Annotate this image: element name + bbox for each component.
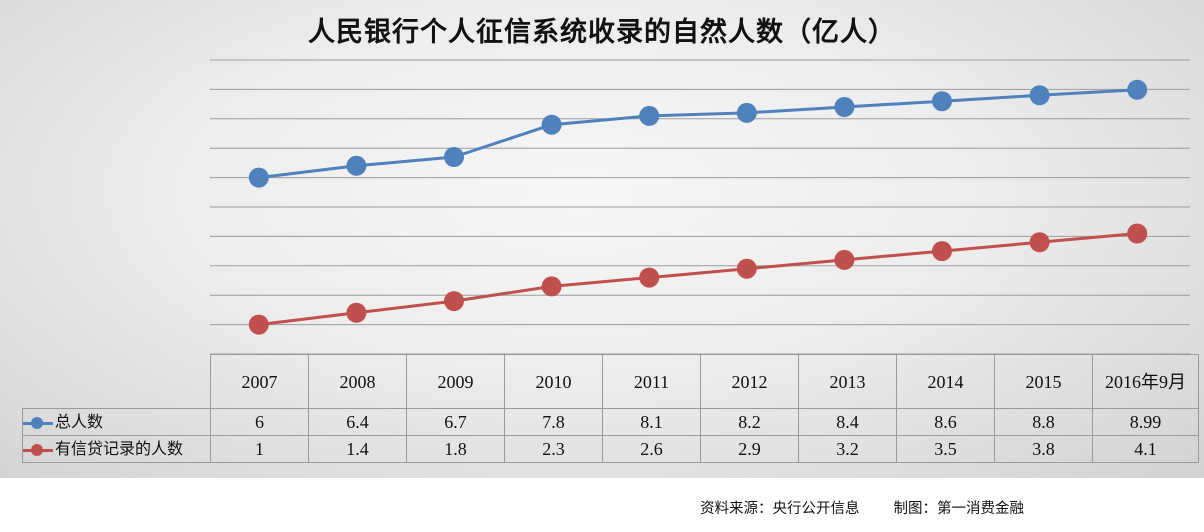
- data-point-s1-3: [444, 147, 464, 167]
- data-label: 1: [210, 435, 309, 463]
- data-label: 3.5: [896, 435, 995, 463]
- data-label: 8.4: [798, 408, 897, 436]
- data-point-s1-4: [541, 114, 562, 135]
- table-corner: [22, 354, 211, 409]
- x-tick-label: 2012: [700, 354, 799, 409]
- data-label: 8.2: [700, 408, 799, 436]
- data-point-s2-8: [932, 241, 952, 262]
- legend-entry: 有信贷记录的人数: [22, 435, 211, 463]
- x-tick-label: 2007: [210, 354, 309, 409]
- data-point-s1-7: [834, 97, 855, 117]
- x-tick-label: 2009: [406, 354, 505, 409]
- x-tick-label: 2013: [798, 354, 897, 409]
- data-point-s1-5: [639, 105, 660, 126]
- legend-key: [23, 416, 53, 429]
- x-tick-label: 2011: [602, 354, 701, 409]
- x-tick-label: 2014: [896, 354, 995, 409]
- credit-note: 制图：第一消费金融: [893, 501, 1025, 517]
- series-line-2: [258, 232, 1138, 327]
- data-point-s1-8: [932, 91, 952, 112]
- data-label: 4.1: [1092, 435, 1199, 463]
- data-label: 6: [210, 408, 309, 436]
- data-label: 1.8: [406, 435, 505, 463]
- x-tick-label: 2008: [308, 354, 407, 409]
- data-label: 8.6: [896, 408, 995, 436]
- data-point-s2-9: [1029, 232, 1050, 253]
- series-line-1: [258, 88, 1138, 180]
- legend-label: 有信贷记录的人数: [55, 439, 184, 458]
- data-label: 2.6: [602, 435, 701, 463]
- source-note: 资料来源：央行公开信息: [700, 501, 860, 517]
- table-row: 有信贷记录的人数 1 1.4 1.8 2.3 2.6 2.9 3.2 3.5 3.8 4.1: [22, 435, 1199, 463]
- data-label: 8.99: [1092, 408, 1199, 436]
- data-label: 1.4: [308, 435, 407, 463]
- legend-key: [23, 443, 53, 456]
- legend-label: 总人数: [55, 412, 104, 431]
- chart-title: 人民银行个人征信系统收录的自然人数（亿人）: [308, 17, 896, 48]
- data-label: 6.4: [308, 408, 407, 436]
- data-point-s2-6: [736, 258, 757, 279]
- data-label: 6.7: [406, 408, 505, 436]
- chart-panel: 人民银行个人征信系统收录的自然人数（亿人） 2007 2008 2009 2010 20…: [0, 0, 1204, 478]
- data-point-s2-3: [444, 291, 464, 312]
- data-label: 8.1: [602, 408, 701, 436]
- data-point-s2-4: [541, 276, 562, 297]
- data-label: 7.8: [504, 408, 603, 436]
- data-point-s2-2: [346, 302, 367, 323]
- data-table: 2007 2008 2009 2010 2011 2012 2013 2014 2015 2016…: [22, 354, 1199, 463]
- table-row: 总人数 6 6.4 6.7 7.8 8.1 8.2 8.4 8.6 8.8 8.99: [22, 408, 1199, 436]
- legend-entry: 总人数: [22, 408, 211, 436]
- data-point-s2-1: [248, 314, 269, 335]
- x-tick-label: 2016年9月: [1092, 354, 1199, 409]
- data-label: 2.3: [504, 435, 603, 463]
- data-label: 2.9: [700, 435, 799, 463]
- data-point-s2-10: [1127, 223, 1148, 244]
- data-point-s1-9: [1029, 85, 1050, 106]
- data-label: 8.8: [994, 408, 1093, 436]
- plot-area: [210, 59, 1190, 355]
- x-tick-label: 2015: [994, 354, 1093, 409]
- data-point-s1-2: [346, 155, 367, 176]
- footer: 资料来源：央行公开信息 制图：第一消费金融: [700, 497, 1024, 518]
- data-point-s2-5: [639, 267, 660, 288]
- data-point-s2-7: [834, 249, 855, 270]
- data-point-s1-6: [736, 102, 757, 123]
- data-label: 3.8: [994, 435, 1093, 463]
- data-point-s1-1: [248, 167, 269, 188]
- data-point-s1-10: [1127, 79, 1148, 100]
- x-tick-label: 2010: [504, 354, 603, 409]
- data-label: 3.2: [798, 435, 897, 463]
